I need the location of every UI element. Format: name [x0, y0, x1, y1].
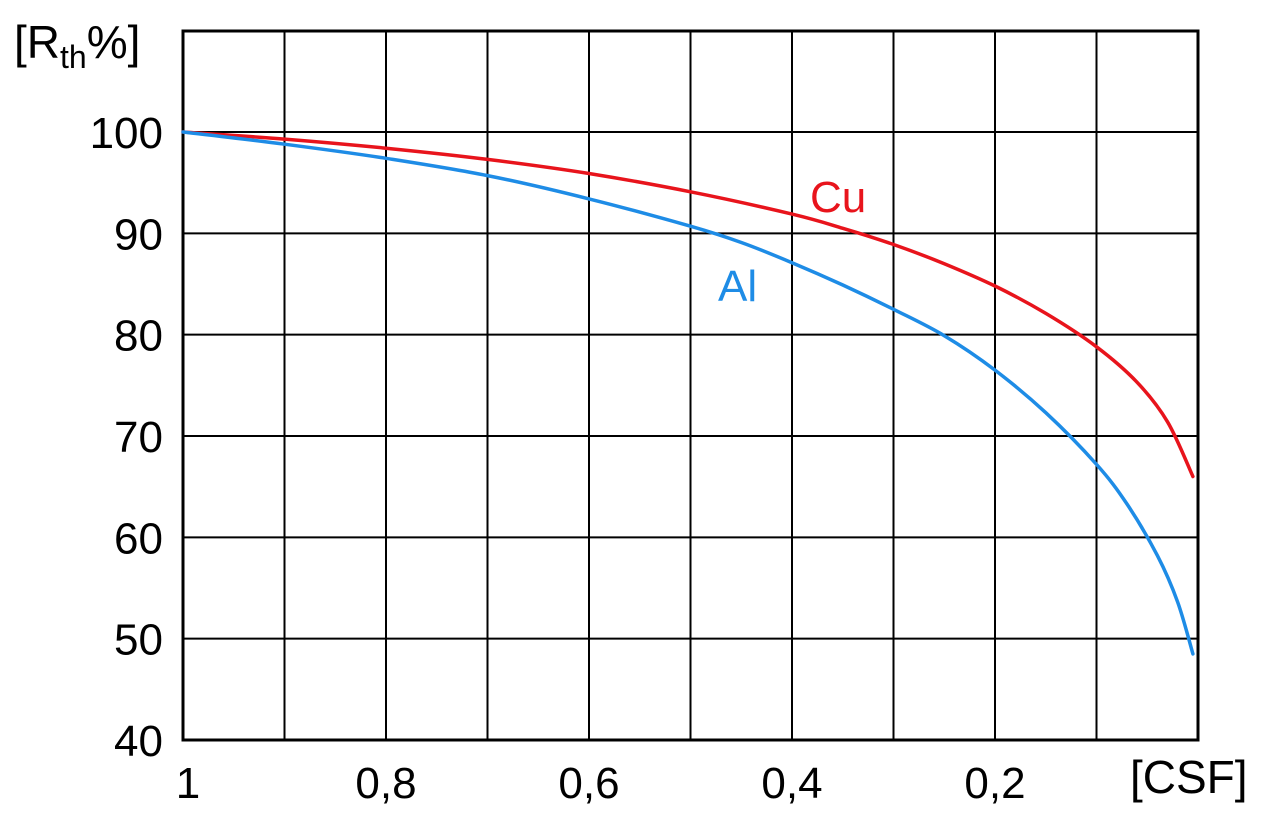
y-tick-label: 70 [114, 413, 163, 462]
y-tick-label: 90 [114, 210, 163, 259]
tick-labels: 100 90 80 70 60 50 40 1 0,8 0,6 0,4 0,2 [90, 109, 1026, 808]
y-axis-label-main: [R [14, 16, 60, 68]
y-axis-label: [Rth%] [14, 16, 140, 75]
x-tick-label: 0,2 [964, 759, 1025, 808]
y-tick-label: 80 [114, 312, 163, 361]
y-tick-label: 60 [114, 514, 163, 563]
series-line-al [181, 130, 1195, 656]
y-tick-label: 40 [114, 717, 163, 766]
x-tick-label: 0,8 [355, 759, 416, 808]
x-axis-label: [CSF] [1130, 751, 1248, 803]
y-axis-label-tail: %] [87, 16, 141, 68]
y-tick-label: 50 [114, 616, 163, 665]
x-tick-label: 1 [176, 759, 200, 808]
series-lines [181, 130, 1195, 656]
y-tick-label: 100 [90, 109, 163, 158]
y-axis-label-sub: th [60, 39, 87, 75]
plot-frame [181, 29, 1200, 742]
series-line-cu [181, 130, 1195, 479]
x-tick-label: 0,4 [761, 759, 822, 808]
series-label-al: Al [718, 262, 757, 311]
series-label-cu: Cu [810, 173, 866, 222]
grid-lines [182, 31, 1199, 741]
x-tick-label: 0,6 [558, 759, 619, 808]
